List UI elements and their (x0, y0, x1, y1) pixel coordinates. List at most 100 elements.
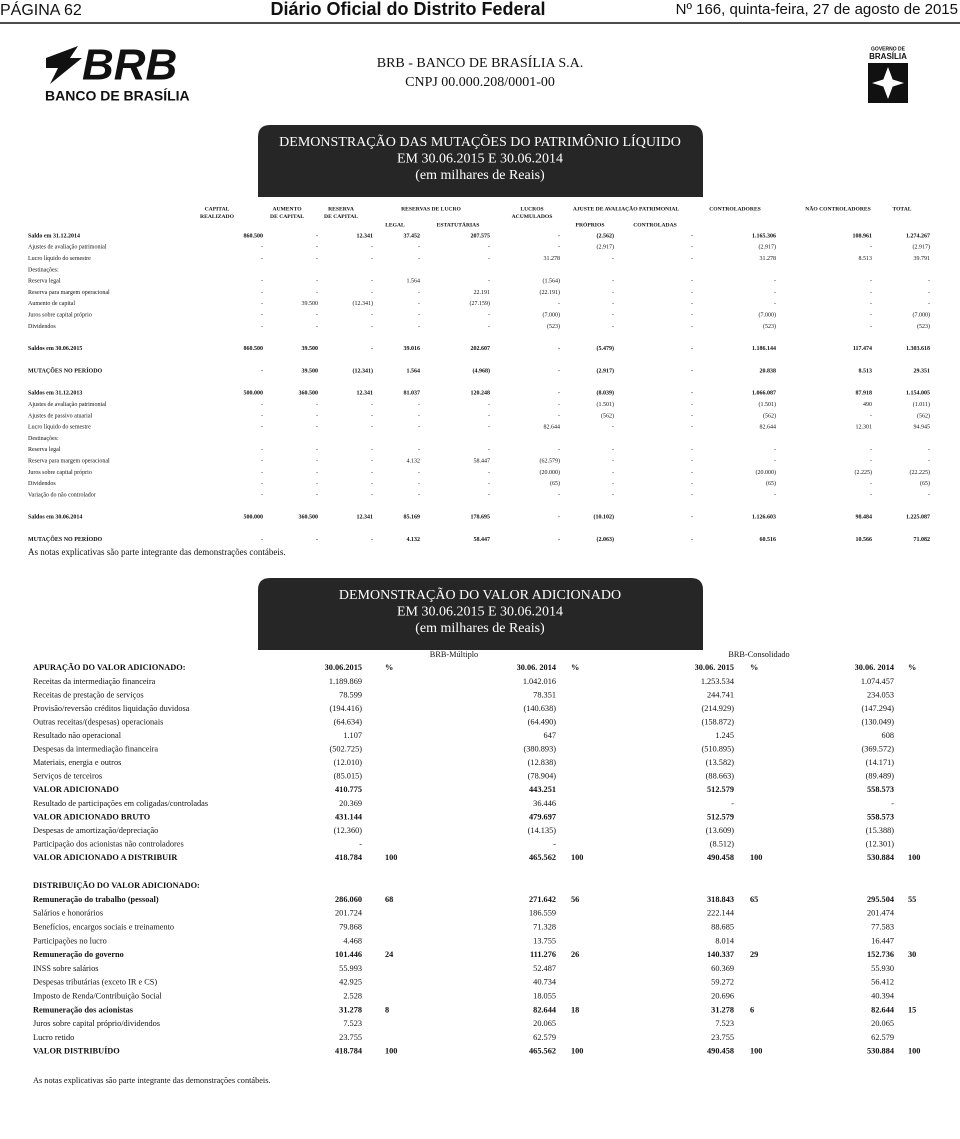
cell: 31.278 (711, 1005, 734, 1014)
cell: - (418, 290, 420, 296)
cell: 94.945 (914, 425, 931, 431)
cell: - (371, 402, 373, 408)
table-header: % (908, 663, 916, 672)
cell: - (691, 447, 693, 453)
cell: 1.274.267 (906, 233, 930, 239)
row-label: Outras receitas/(despesas) operacionais (33, 718, 163, 727)
column-header: CONTROLADORES (709, 206, 761, 212)
table-header: APURAÇÃO DO VALOR ADICIONADO: (33, 663, 186, 672)
banner-title: DEMONSTRAÇÃO DO VALOR ADICIONADO (339, 587, 621, 603)
cell: 60.369 (711, 964, 734, 973)
cell: - (612, 470, 614, 476)
cell: 360.500 (299, 515, 319, 521)
cell: 202.607 (471, 346, 491, 352)
cell: - (612, 481, 614, 487)
cell: 490 (863, 402, 872, 408)
cell: - (371, 413, 373, 419)
cell: 12.341 (357, 233, 374, 239)
cell: 39.016 (404, 346, 421, 352)
cell: 234.053 (867, 690, 894, 699)
cell: - (261, 245, 263, 251)
cell: (194.416) (330, 704, 363, 713)
cell: (214.929) (702, 704, 735, 713)
cell: - (691, 301, 693, 307)
cell: - (774, 301, 776, 307)
cell: - (359, 839, 362, 848)
note: As notas explicativas são parte integran… (28, 547, 286, 557)
cell: - (891, 799, 894, 808)
cell: - (371, 458, 373, 464)
cell: 1.066.087 (752, 391, 776, 397)
banner-title: (em milhares de Reais) (415, 621, 545, 636)
cell: - (558, 391, 560, 397)
cell: 1.126.603 (752, 515, 776, 521)
row-label: Destinações: (28, 267, 59, 273)
cell: - (488, 481, 490, 487)
cell: 39.500 (302, 301, 319, 307)
cell: - (316, 458, 318, 464)
cell: - (418, 481, 420, 487)
cell: 418.784 (335, 1047, 362, 1056)
cell: (64.490) (528, 718, 557, 727)
cell: 30 (908, 950, 916, 959)
cell: - (316, 279, 318, 285)
column-header: NÃO CONTROLADORES (805, 204, 870, 212)
cell: - (418, 425, 420, 431)
row-label: Dividendos (28, 481, 56, 487)
row-label: Receitas de prestação de serviços (33, 690, 144, 699)
cell: - (870, 279, 872, 285)
row-label: Resultado de participações em coligadas/… (33, 799, 208, 808)
cell: - (316, 492, 318, 498)
cell: - (731, 799, 734, 808)
cell: 31.278 (339, 1005, 362, 1014)
cell: - (928, 279, 930, 285)
row-label: Dividendos (28, 324, 56, 330)
cell: (130.049) (862, 718, 895, 727)
cell: 6 (750, 1005, 754, 1014)
cell: 8.014 (715, 936, 735, 945)
page-number: PÁGINA 62 (0, 0, 82, 19)
cell: - (261, 290, 263, 296)
cell: 108.961 (853, 233, 873, 239)
cell: (65) (766, 480, 776, 487)
cell: 431.144 (335, 812, 362, 821)
cell: (7.000) (759, 311, 777, 318)
cell: (8.039) (597, 390, 615, 397)
cell: - (261, 312, 263, 318)
cell: - (558, 245, 560, 251)
row-label: VALOR DISTRIBUÍDO (33, 1046, 120, 1056)
row-label: Saldos em 30.06.2015 (28, 346, 82, 352)
column-subheader: ESTATUTÁRIAS (437, 220, 480, 228)
row-label: Juros sobre capital próprio (28, 470, 92, 476)
cell: 111.276 (530, 950, 556, 959)
cell: (65) (550, 480, 560, 487)
cell: - (870, 301, 872, 307)
cell: - (261, 481, 263, 487)
cell: - (316, 233, 318, 239)
cell: - (316, 413, 318, 419)
cell: - (870, 245, 872, 251)
column-subheader: PRÓPRIOS (576, 220, 605, 228)
table-header: 30.06. 2014 (855, 663, 894, 672)
cell: - (612, 447, 614, 453)
cell: 77.583 (871, 923, 894, 932)
cell: - (316, 470, 318, 476)
banner (258, 125, 703, 197)
cell: - (488, 279, 490, 285)
cell: 12.301 (856, 425, 873, 431)
cell: 186.559 (529, 909, 556, 918)
cell: - (558, 515, 560, 521)
cell: - (488, 447, 490, 453)
row-label: MUTAÇÕES NO PERÍODO (28, 535, 103, 543)
row-label: Materiais, energia e outros (33, 758, 121, 767)
cell: 20.696 (711, 992, 734, 1001)
cell: 244.741 (707, 690, 734, 699)
cell: - (558, 413, 560, 419)
cell: 647 (544, 731, 556, 740)
cell: (64.634) (334, 718, 363, 727)
cell: 55.930 (871, 964, 894, 973)
cell: 78.351 (533, 690, 556, 699)
group-header: BRB-Múltiplo (430, 650, 478, 659)
cell: - (870, 312, 872, 318)
banner-title: (em milhares de Reais) (415, 168, 545, 183)
